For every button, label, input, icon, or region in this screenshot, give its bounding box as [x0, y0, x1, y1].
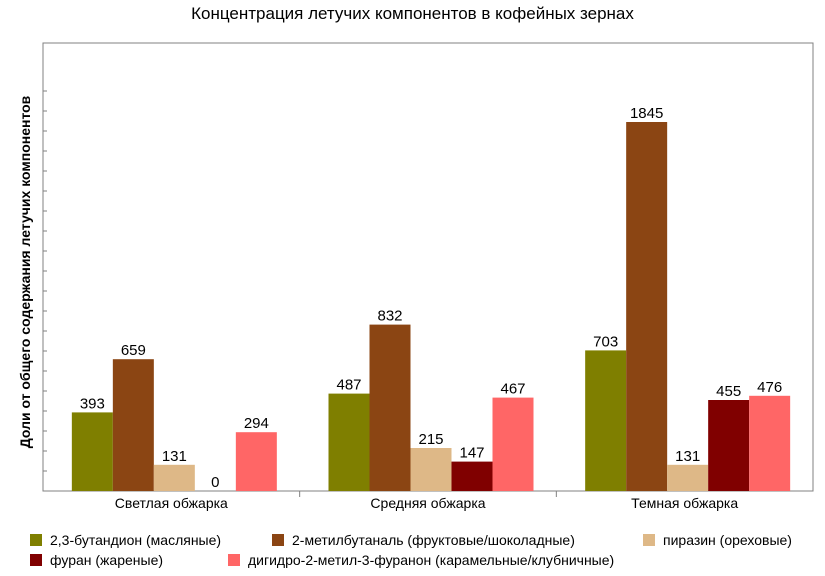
legend-label-pyrazine: пиразин (ореховые): [663, 532, 792, 548]
legend-label-furanone: дигидро-2-метил-3-фуранон (карамельные/к…: [248, 552, 615, 568]
legend-item-furan: фуран (жареные): [30, 552, 163, 568]
bar: [626, 122, 668, 491]
bar-value-label: 455: [716, 383, 741, 400]
plot-frame: [42, 42, 814, 492]
legend-label-furan: фуран (жареные): [50, 552, 164, 568]
bar-value-label: 476: [757, 379, 782, 396]
category-label: Средняя обжарка: [370, 495, 485, 511]
legend-swatch-furanone: [228, 554, 240, 566]
legend-label-methylbutanal: 2-метилбутаналь (фруктовые/шоколадные): [292, 532, 575, 548]
bar-value-label: 467: [500, 381, 525, 398]
bar-value-label: 131: [675, 448, 700, 465]
bar-value-label: 487: [336, 377, 361, 394]
legend-item-furanone: дигидро-2-метил-3-фуранон (карамельные/к…: [228, 552, 614, 568]
legend-item-butanedione: 2,3-бутандион (масляные): [30, 532, 221, 548]
bar: [369, 324, 411, 491]
bar-value-label: 659: [121, 342, 146, 359]
bar: [71, 412, 113, 491]
bar: [585, 350, 627, 491]
bar-value-label: 393: [80, 395, 105, 412]
bar: [112, 359, 154, 491]
bar-value-label: 131: [162, 448, 187, 465]
legend-swatch-furan: [30, 554, 42, 566]
legend-swatch-pyrazine: [643, 534, 655, 546]
bar: [235, 432, 277, 491]
bar: [708, 400, 750, 491]
legend-item-methylbutanal: 2-метилбутаналь (фруктовые/шоколадные): [272, 532, 575, 548]
bar-value-label: 1845: [630, 105, 663, 122]
bars-group: [71, 122, 791, 491]
bar-value-label: 703: [593, 333, 618, 350]
y-axis-ticks: [43, 90, 47, 492]
y-axis-title: Доли от общего содержания летучих компон…: [17, 95, 33, 448]
legend-swatch-butanedione: [30, 534, 42, 546]
bar: [410, 448, 452, 491]
bar: [667, 464, 709, 491]
y-axis-title-group: Доли от общего содержания летучих компон…: [17, 95, 33, 448]
bar-value-label: 0: [211, 474, 219, 491]
bar-value-label: 832: [377, 308, 402, 325]
bar-value-label: 294: [244, 415, 269, 432]
bar-value-label: 147: [459, 445, 484, 462]
category-labels-group: Светлая обжарка Средняя обжарка Темная обж…: [115, 491, 738, 511]
bar-value-label: 215: [418, 431, 443, 448]
bar: [492, 397, 534, 491]
bar: [749, 395, 791, 491]
legend-swatch-methylbutanal: [272, 534, 284, 546]
category-label: Светлая обжарка: [115, 495, 228, 511]
category-label: Темная обжарка: [631, 495, 738, 511]
chart-title: Концентрация летучих компонентов в кофей…: [191, 4, 634, 23]
legend-label-butanedione: 2,3-бутандион (масляные): [50, 532, 222, 548]
bar: [328, 393, 370, 491]
legend-item-pyrazine: пиразин (ореховые): [643, 532, 792, 548]
bar: [153, 464, 195, 491]
data-labels-group: 393 659 131 0 294 487 832 215 147 467 703 1845 131 45…: [80, 105, 782, 491]
bar: [451, 461, 493, 491]
